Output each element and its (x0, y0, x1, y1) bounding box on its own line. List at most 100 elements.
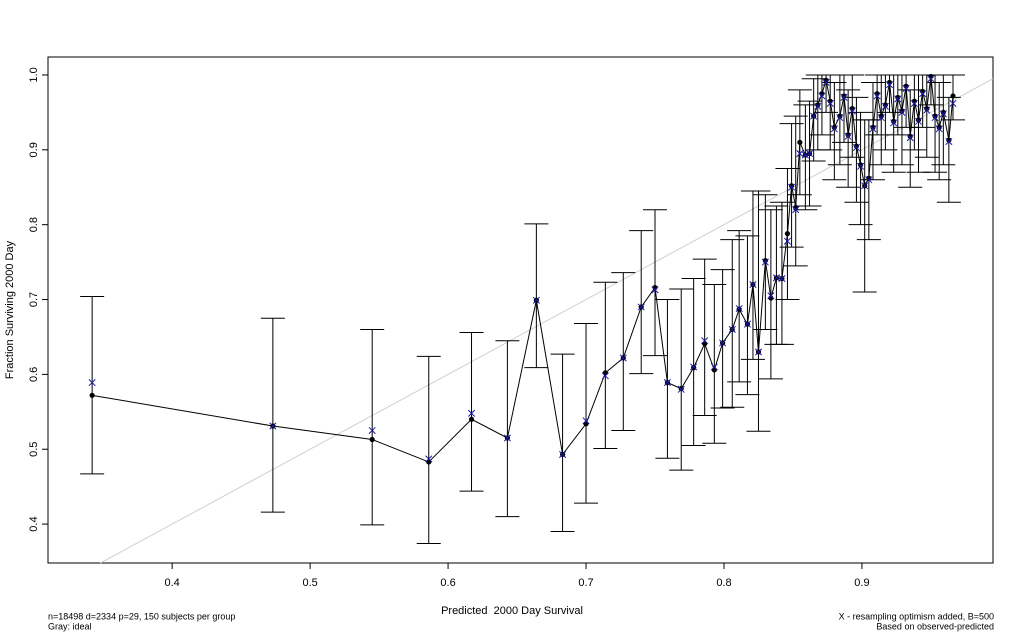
observed-point (940, 109, 946, 115)
observed-point (870, 124, 876, 130)
observed-point (853, 143, 860, 149)
plot-frame (47, 56, 994, 564)
corrected-point (532, 296, 540, 304)
observed-line (92, 76, 954, 463)
corrected-point (719, 339, 727, 347)
corrected-point (805, 150, 814, 158)
corrected-point (881, 102, 889, 110)
corrected-point (467, 409, 476, 417)
corrected-point (810, 112, 818, 120)
corrected-point (902, 84, 910, 92)
observed-point (815, 102, 821, 108)
corrected-point (848, 107, 856, 115)
observed-point (878, 113, 884, 119)
corrected-point (894, 95, 902, 103)
y-tick-label: 0.4 (28, 516, 40, 531)
corrected-point (939, 110, 947, 118)
corrected-point (830, 125, 838, 133)
corrected-point (931, 114, 939, 122)
y-tick-label: 0.5 (28, 442, 40, 457)
corrected-point (749, 280, 757, 289)
observed-point (691, 365, 697, 371)
observed-point (841, 93, 847, 99)
corrected-point (818, 92, 826, 100)
corrected-point (778, 275, 786, 283)
y-tick-label: 0.7 (28, 292, 40, 307)
corrected-point (582, 417, 590, 425)
corrected-point (945, 138, 953, 146)
observed-point (831, 124, 837, 130)
corrected-point (690, 363, 698, 371)
y-tick-label: 0.9 (28, 142, 40, 157)
x-tick-label: 0.9 (854, 577, 869, 589)
corrected-point (637, 303, 645, 311)
corrected-point (701, 337, 709, 345)
observed-point (784, 231, 791, 237)
corrected-point (852, 144, 860, 152)
corrected-point (836, 114, 844, 122)
footnote: n=18498 d=2334 p=29, 150 subjects per gr… (48, 611, 235, 621)
observed-point (899, 108, 905, 114)
observed-point (915, 117, 922, 123)
corrected-point (728, 325, 736, 334)
observed-point (788, 183, 795, 189)
corrected-point (710, 363, 718, 371)
x-tick-label: 0.8 (716, 577, 731, 589)
corrected-point (935, 125, 943, 133)
corrected-point (368, 426, 376, 435)
corrected-point (767, 292, 775, 300)
footnote: Based on observed-predicted (876, 621, 994, 631)
corrected-point (425, 455, 433, 463)
corrected-point (269, 422, 277, 430)
corrected-point (840, 93, 848, 101)
ideal-line (100, 78, 994, 564)
corrected-point (898, 108, 906, 116)
observed-point (924, 106, 930, 112)
corrected-point (796, 150, 804, 158)
footnote: X - resampling optimism added, B=500 (839, 611, 994, 621)
corrected-point (865, 176, 873, 184)
corrected-point (949, 99, 957, 107)
corrected-point (910, 99, 918, 107)
corrected-point (873, 92, 881, 100)
corrected-point (919, 90, 927, 98)
x-tick-label: 0.5 (302, 577, 317, 589)
observed-point (837, 113, 843, 119)
corrected-point (869, 125, 877, 133)
y-axis-label: Fraction Surviving 2000 Day (4, 240, 16, 379)
corrected-point (783, 237, 791, 245)
corrected-point (601, 372, 609, 380)
corrected-point (788, 183, 796, 191)
observed-point (857, 162, 864, 168)
x-tick-label: 0.6 (440, 577, 455, 589)
corrected-point (559, 450, 567, 459)
observed-point (797, 139, 803, 145)
corrected-point (861, 182, 869, 190)
observed-point (468, 416, 475, 422)
observed-point (932, 113, 938, 119)
observed-point (946, 137, 952, 143)
observed-point (762, 257, 768, 264)
observed-point (882, 102, 888, 108)
corrected-point (826, 99, 834, 107)
observed-point (936, 124, 942, 130)
corrected-point (663, 379, 671, 387)
footnote: Gray: ideal (48, 621, 92, 631)
corrected-point (906, 134, 914, 142)
observed-point (907, 133, 913, 139)
corrected-point (844, 132, 852, 140)
y-tick-label: 1.0 (28, 67, 40, 82)
observed-point (866, 175, 872, 181)
corrected-point (914, 117, 923, 125)
corrected-point (651, 286, 659, 294)
corrected-point (890, 119, 898, 127)
corrected-point (857, 162, 865, 170)
corrected-point (735, 304, 743, 313)
corrected-point (814, 102, 822, 110)
x-tick-label: 0.4 (165, 577, 180, 589)
corrected-point (619, 354, 627, 362)
corrected-point (88, 379, 96, 387)
observed-point (678, 385, 684, 392)
corrected-point (885, 81, 894, 89)
